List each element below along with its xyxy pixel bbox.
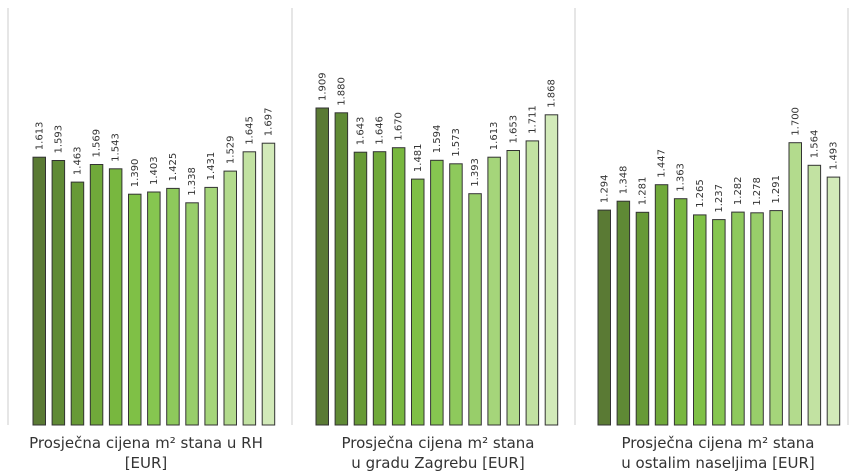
panel-dividers [7, 8, 849, 425]
bar-3-4 [654, 184, 669, 426]
bar-value-label-2-5: 1.670 [394, 112, 405, 141]
bar-3-9 [750, 212, 764, 426]
bar-2-10 [487, 156, 501, 426]
bar-value-label-1-5: 1.543 [111, 133, 122, 162]
bar-3-5 [673, 198, 688, 426]
bar-value-label-1-3: 1.463 [73, 146, 84, 175]
bar-3-7 [712, 219, 726, 426]
bar-1-5 [108, 168, 123, 426]
panel-caption-3-line-2: u ostalim naseljima [EUR] [621, 454, 814, 472]
bar-3-2 [616, 200, 631, 426]
bar-value-label-3-1: 1.294 [599, 174, 610, 203]
panel-caption-1-line-2: [EUR] [125, 454, 168, 472]
bar-value-label-1-7: 1.403 [149, 156, 160, 185]
panel-caption-3-line-1: Prosječna cijena m² stana [622, 434, 815, 452]
bar-value-label-3-9: 1.278 [752, 177, 763, 206]
bar-value-label-3-6: 1.265 [695, 179, 706, 208]
bar-value-label-3-10: 1.291 [771, 175, 782, 204]
bar-3-10 [769, 210, 783, 426]
bar-value-label-2-6: 1.481 [413, 143, 424, 172]
bar-value-label-3-4: 1.447 [657, 149, 668, 178]
bar-2-9 [468, 193, 482, 426]
bar-2-6 [411, 178, 425, 426]
bar-3-8 [731, 211, 745, 426]
bar-2-1 [315, 107, 329, 426]
bar-value-label-1-1: 1.613 [34, 122, 45, 151]
panel-2: 1.909 1.880 1.643 1.646 1.670 1.481 1.594 1.573… [315, 72, 559, 472]
bar-value-label-3-2: 1.348 [618, 166, 629, 195]
bar-value-label-2-2: 1.880 [336, 77, 347, 106]
bar-1-1 [32, 156, 46, 426]
bar-value-label-2-4: 1.646 [375, 116, 386, 145]
bar-value-label-1-6: 1.390 [130, 159, 141, 188]
bar-value-label-3-11: 1.700 [790, 107, 801, 136]
bar-value-label-3-5: 1.363 [676, 163, 687, 192]
bar-1-9 [185, 202, 199, 426]
bar-value-label-2-1: 1.909 [317, 72, 328, 101]
bar-2-2 [334, 112, 349, 426]
bar-1-12 [242, 151, 257, 426]
bar-value-label-1-13: 1.697 [264, 108, 275, 137]
bar-3-1 [597, 209, 611, 426]
panel-caption-2-line-2: u gradu Zagrebu [EUR] [351, 454, 524, 472]
chart-panels: 1.613 1.593 1.463 1.569 1.543 1.390 1.403 1.425… [29, 72, 841, 472]
bar-value-label-2-11: 1.653 [508, 115, 519, 144]
bar-2-13 [544, 114, 559, 426]
panel-caption-1-line-1: Prosječna cijena m² stana u RH [29, 434, 263, 452]
bar-1-3 [70, 181, 85, 426]
bar-value-label-2-9: 1.393 [470, 158, 481, 187]
bar-1-2 [51, 160, 66, 426]
panel-caption-2-line-1: Prosječna cijena m² stana [342, 434, 535, 452]
bar-1-10 [204, 186, 218, 426]
panel-3: 1.294 1.348 1.281 1.447 1.363 1.265 1.237 1.282… [597, 107, 841, 472]
bar-2-3 [353, 151, 368, 426]
bar-value-label-2-8: 1.573 [451, 128, 462, 157]
bar-value-label-3-7: 1.237 [714, 184, 725, 213]
bar-value-label-3-3: 1.281 [638, 177, 649, 206]
bar-value-label-2-13: 1.868 [547, 79, 558, 108]
bar-value-label-1-4: 1.569 [92, 129, 103, 158]
bar-value-label-1-12: 1.645 [244, 116, 255, 145]
bar-value-label-3-8: 1.282 [733, 176, 744, 205]
panel-1: 1.613 1.593 1.463 1.569 1.543 1.390 1.403 1.425… [29, 108, 276, 472]
bar-1-6 [128, 193, 142, 426]
bar-2-5 [391, 147, 406, 426]
bar-value-label-1-11: 1.529 [225, 135, 236, 164]
bar-value-label-3-12: 1.564 [809, 130, 820, 159]
bar-value-label-1-8: 1.425 [168, 153, 179, 182]
bar-1-13 [261, 142, 276, 426]
bar-value-label-1-10: 1.431 [206, 152, 217, 181]
bar-2-7 [430, 159, 444, 426]
bar-value-label-2-3: 1.643 [355, 117, 366, 146]
bar-1-8 [166, 187, 180, 426]
bar-1-11 [223, 170, 237, 426]
bar-1-7 [147, 191, 161, 426]
bar-3-11 [788, 142, 802, 426]
bar-value-label-3-13: 1.493 [829, 141, 840, 170]
bar-value-label-2-12: 1.711 [527, 105, 538, 134]
bar-value-label-1-9: 1.338 [187, 167, 198, 196]
bar-2-11 [506, 150, 520, 426]
bar-1-4 [89, 164, 104, 426]
bar-3-13 [826, 176, 841, 426]
bar-2-8 [449, 163, 463, 426]
bar-2-12 [525, 140, 540, 426]
bar-value-label-2-10: 1.613 [489, 122, 500, 151]
bar-value-label-1-2: 1.593 [53, 125, 64, 154]
bar-3-12 [807, 164, 822, 426]
bar-3-3 [635, 211, 650, 426]
bar-value-label-2-7: 1.594 [432, 125, 443, 154]
bar-3-6 [693, 214, 707, 426]
bar-2-4 [372, 151, 387, 426]
